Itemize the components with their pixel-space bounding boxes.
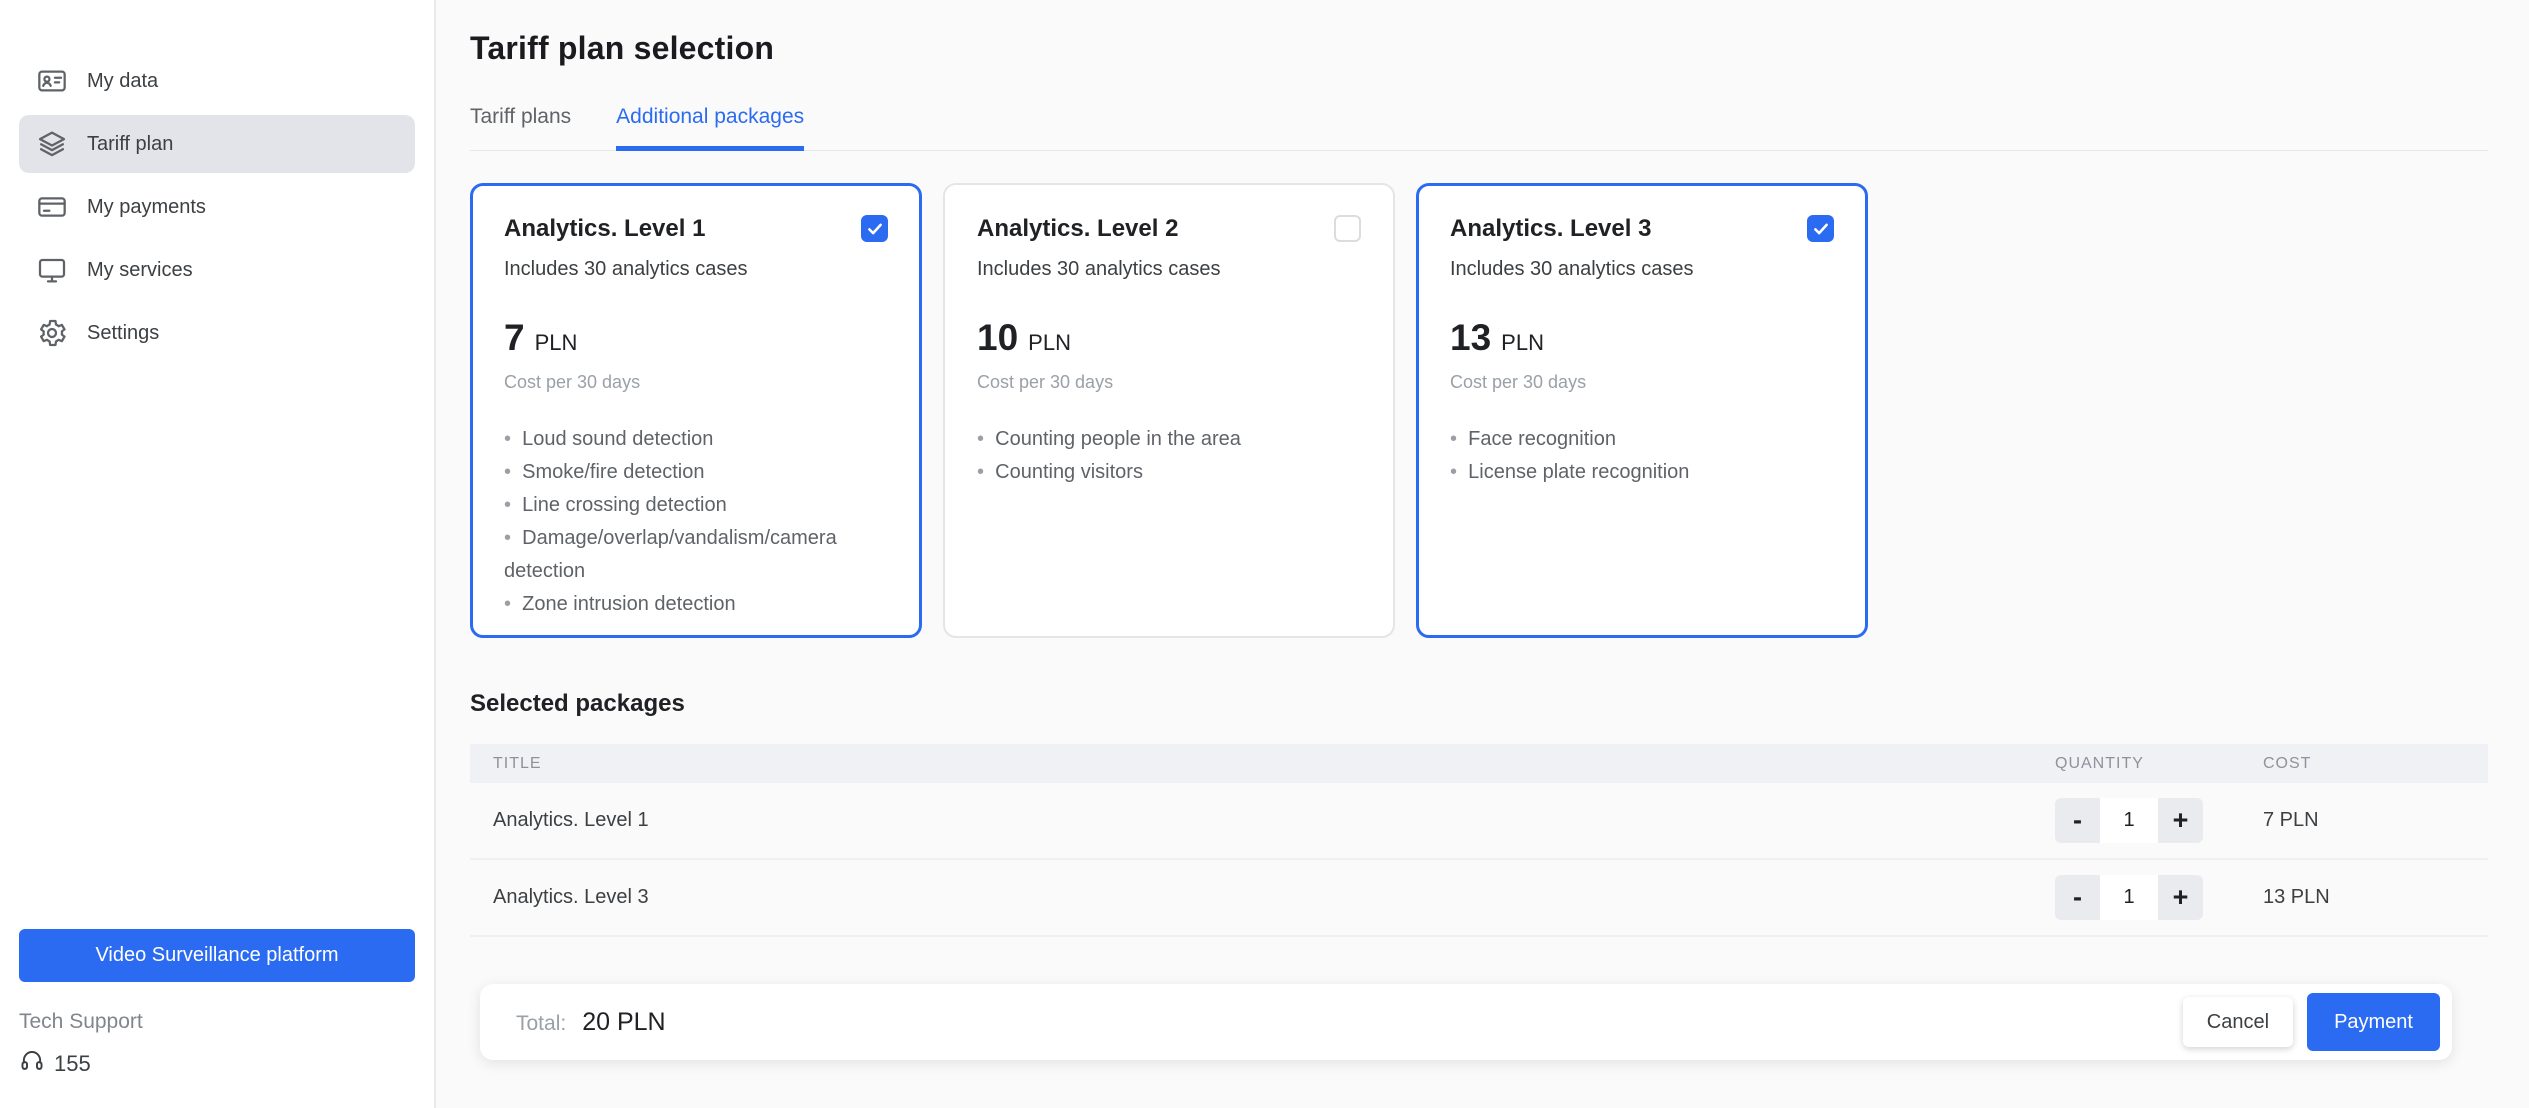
quantity-value: 1 — [2100, 875, 2158, 920]
package-subtitle: Includes 30 analytics cases — [977, 258, 1221, 280]
quantity-decrease-button[interactable]: - — [2055, 798, 2100, 843]
row-title: Analytics. Level 3 — [493, 886, 649, 908]
support-phone-number: 155 — [54, 1051, 91, 1076]
selected-packages-table: TITLE QUANTITY COST Analytics. Level 1 -… — [470, 744, 2488, 937]
gear-icon — [35, 316, 69, 350]
payment-button[interactable]: Payment — [2307, 993, 2440, 1051]
sidebar-footer: Video Surveillance platform Tech Support… — [0, 929, 434, 1080]
column-header-cost: COST — [2263, 754, 2312, 772]
credit-card-icon — [35, 190, 69, 224]
package-checkbox-checked[interactable] — [861, 215, 888, 242]
column-header-title: TITLE — [493, 754, 542, 772]
package-card-header: Analytics. Level 3 — [1450, 215, 1834, 243]
package-features: Loud sound detection Smoke/fire detectio… — [504, 423, 888, 621]
package-subtitle: Includes 30 analytics cases — [504, 258, 748, 280]
sidebar-item-label: Settings — [87, 321, 160, 344]
quantity-decrease-button[interactable]: - — [2055, 875, 2100, 920]
package-features: Counting people in the area Counting vis… — [977, 423, 1361, 489]
sidebar-item-label: My services — [87, 258, 193, 281]
sidebar-item-my-data[interactable]: My data — [19, 52, 415, 110]
quantity-increase-button[interactable]: + — [2158, 875, 2203, 920]
id-card-icon — [35, 64, 69, 98]
table-row: Analytics. Level 1 - 1 + 7 PLN — [470, 783, 2488, 860]
services-icon — [35, 253, 69, 287]
row-quantity-cell: - 1 + — [2055, 875, 2263, 920]
feature-item: Smoke/fire detection — [504, 456, 888, 489]
platform-button[interactable]: Video Surveillance platform — [19, 929, 415, 982]
selected-packages-heading: Selected packages — [470, 690, 685, 717]
package-title: Analytics. Level 1 — [504, 215, 706, 242]
table-row: Analytics. Level 3 - 1 + 13 PLN — [470, 860, 2488, 937]
feature-item: Line crossing detection — [504, 489, 888, 522]
package-subtitle: Includes 30 analytics cases — [1450, 258, 1694, 280]
package-card-level-2[interactable]: Analytics. Level 2 Includes 30 analytics… — [943, 183, 1395, 638]
package-card-level-3[interactable]: Analytics. Level 3 Includes 30 analytics… — [1416, 183, 1868, 638]
package-features: Face recognition License plate recogniti… — [1450, 423, 1834, 489]
package-card-level-1[interactable]: Analytics. Level 1 Includes 30 analytics… — [470, 183, 922, 638]
sidebar-item-label: Tariff plan — [87, 132, 174, 155]
sidebar-item-tariff-plan[interactable]: Tariff plan — [19, 115, 415, 173]
row-cost: 7 PLN — [2263, 809, 2319, 831]
total-actions: Cancel Payment — [2182, 993, 2440, 1051]
package-title: Analytics. Level 3 — [1450, 215, 1652, 242]
feature-item: Loud sound detection — [504, 423, 888, 456]
package-currency: PLN — [1028, 330, 1071, 355]
package-currency: PLN — [1501, 330, 1544, 355]
sidebar-item-my-services[interactable]: My services — [19, 241, 415, 299]
feature-item: Counting people in the area — [977, 423, 1361, 456]
package-price: 7 — [504, 317, 525, 358]
table-header: TITLE QUANTITY COST — [470, 744, 2488, 783]
package-period: Cost per 30 days — [504, 372, 641, 392]
sidebar-item-settings[interactable]: Settings — [19, 304, 415, 362]
package-price-row: 10 PLN — [977, 317, 1361, 359]
sidebar-item-label: My data — [87, 69, 159, 92]
quantity-value: 1 — [2100, 798, 2158, 843]
total-value: 20 PLN — [582, 1007, 666, 1036]
column-header-quantity: QUANTITY — [2055, 754, 2144, 772]
sidebar: My data Tariff plan My payments My servi… — [0, 0, 436, 1108]
sidebar-item-my-payments[interactable]: My payments — [19, 178, 415, 236]
package-cards: Analytics. Level 1 Includes 30 analytics… — [470, 183, 2488, 638]
feature-item: License plate recognition — [1450, 456, 1834, 489]
row-cost: 13 PLN — [2263, 886, 2330, 908]
quantity-stepper: - 1 + — [2055, 875, 2203, 920]
headset-icon — [19, 1048, 45, 1080]
quantity-increase-button[interactable]: + — [2158, 798, 2203, 843]
sidebar-item-label: My payments — [87, 195, 206, 218]
total-summary: Total: 20 PLN — [516, 1008, 666, 1037]
package-currency: PLN — [534, 330, 578, 355]
feature-item: Zone intrusion detection — [504, 588, 888, 621]
support-phone: 155 — [19, 1048, 415, 1080]
sidebar-nav: My data Tariff plan My payments My servi… — [0, 52, 434, 367]
package-period: Cost per 30 days — [1450, 372, 1587, 392]
tab-additional-packages[interactable]: Additional packages — [616, 105, 804, 151]
feature-item: Damage/overlap/vandalism/camera detectio… — [504, 522, 888, 588]
page-title: Tariff plan selection — [470, 30, 775, 66]
package-title: Analytics. Level 2 — [977, 215, 1179, 242]
package-period: Cost per 30 days — [977, 372, 1114, 392]
tab-tariff-plans[interactable]: Tariff plans — [470, 105, 572, 128]
package-price-row: 7 PLN — [504, 317, 888, 359]
total-bar: Total: 20 PLN Cancel Payment — [480, 984, 2452, 1060]
main-content: Tariff plan selection Tariff plans Addit… — [436, 0, 2529, 1108]
layers-icon — [35, 127, 69, 161]
package-checkbox-unchecked[interactable] — [1334, 215, 1361, 242]
feature-item: Counting visitors — [977, 456, 1361, 489]
cancel-button[interactable]: Cancel — [2182, 997, 2294, 1047]
feature-item: Face recognition — [1450, 423, 1834, 456]
package-price: 10 — [977, 317, 1019, 358]
package-card-header: Analytics. Level 1 — [504, 215, 888, 243]
quantity-stepper: - 1 + — [2055, 798, 2203, 843]
tabs: Tariff plans Additional packages — [470, 105, 2488, 151]
package-card-header: Analytics. Level 2 — [977, 215, 1361, 243]
package-price: 13 — [1450, 317, 1492, 358]
row-quantity-cell: - 1 + — [2055, 798, 2263, 843]
package-price-row: 13 PLN — [1450, 317, 1834, 359]
total-label: Total: — [516, 1011, 567, 1035]
package-checkbox-checked[interactable] — [1807, 215, 1834, 242]
tech-support-label: Tech Support — [19, 1010, 143, 1033]
row-title: Analytics. Level 1 — [493, 809, 649, 831]
